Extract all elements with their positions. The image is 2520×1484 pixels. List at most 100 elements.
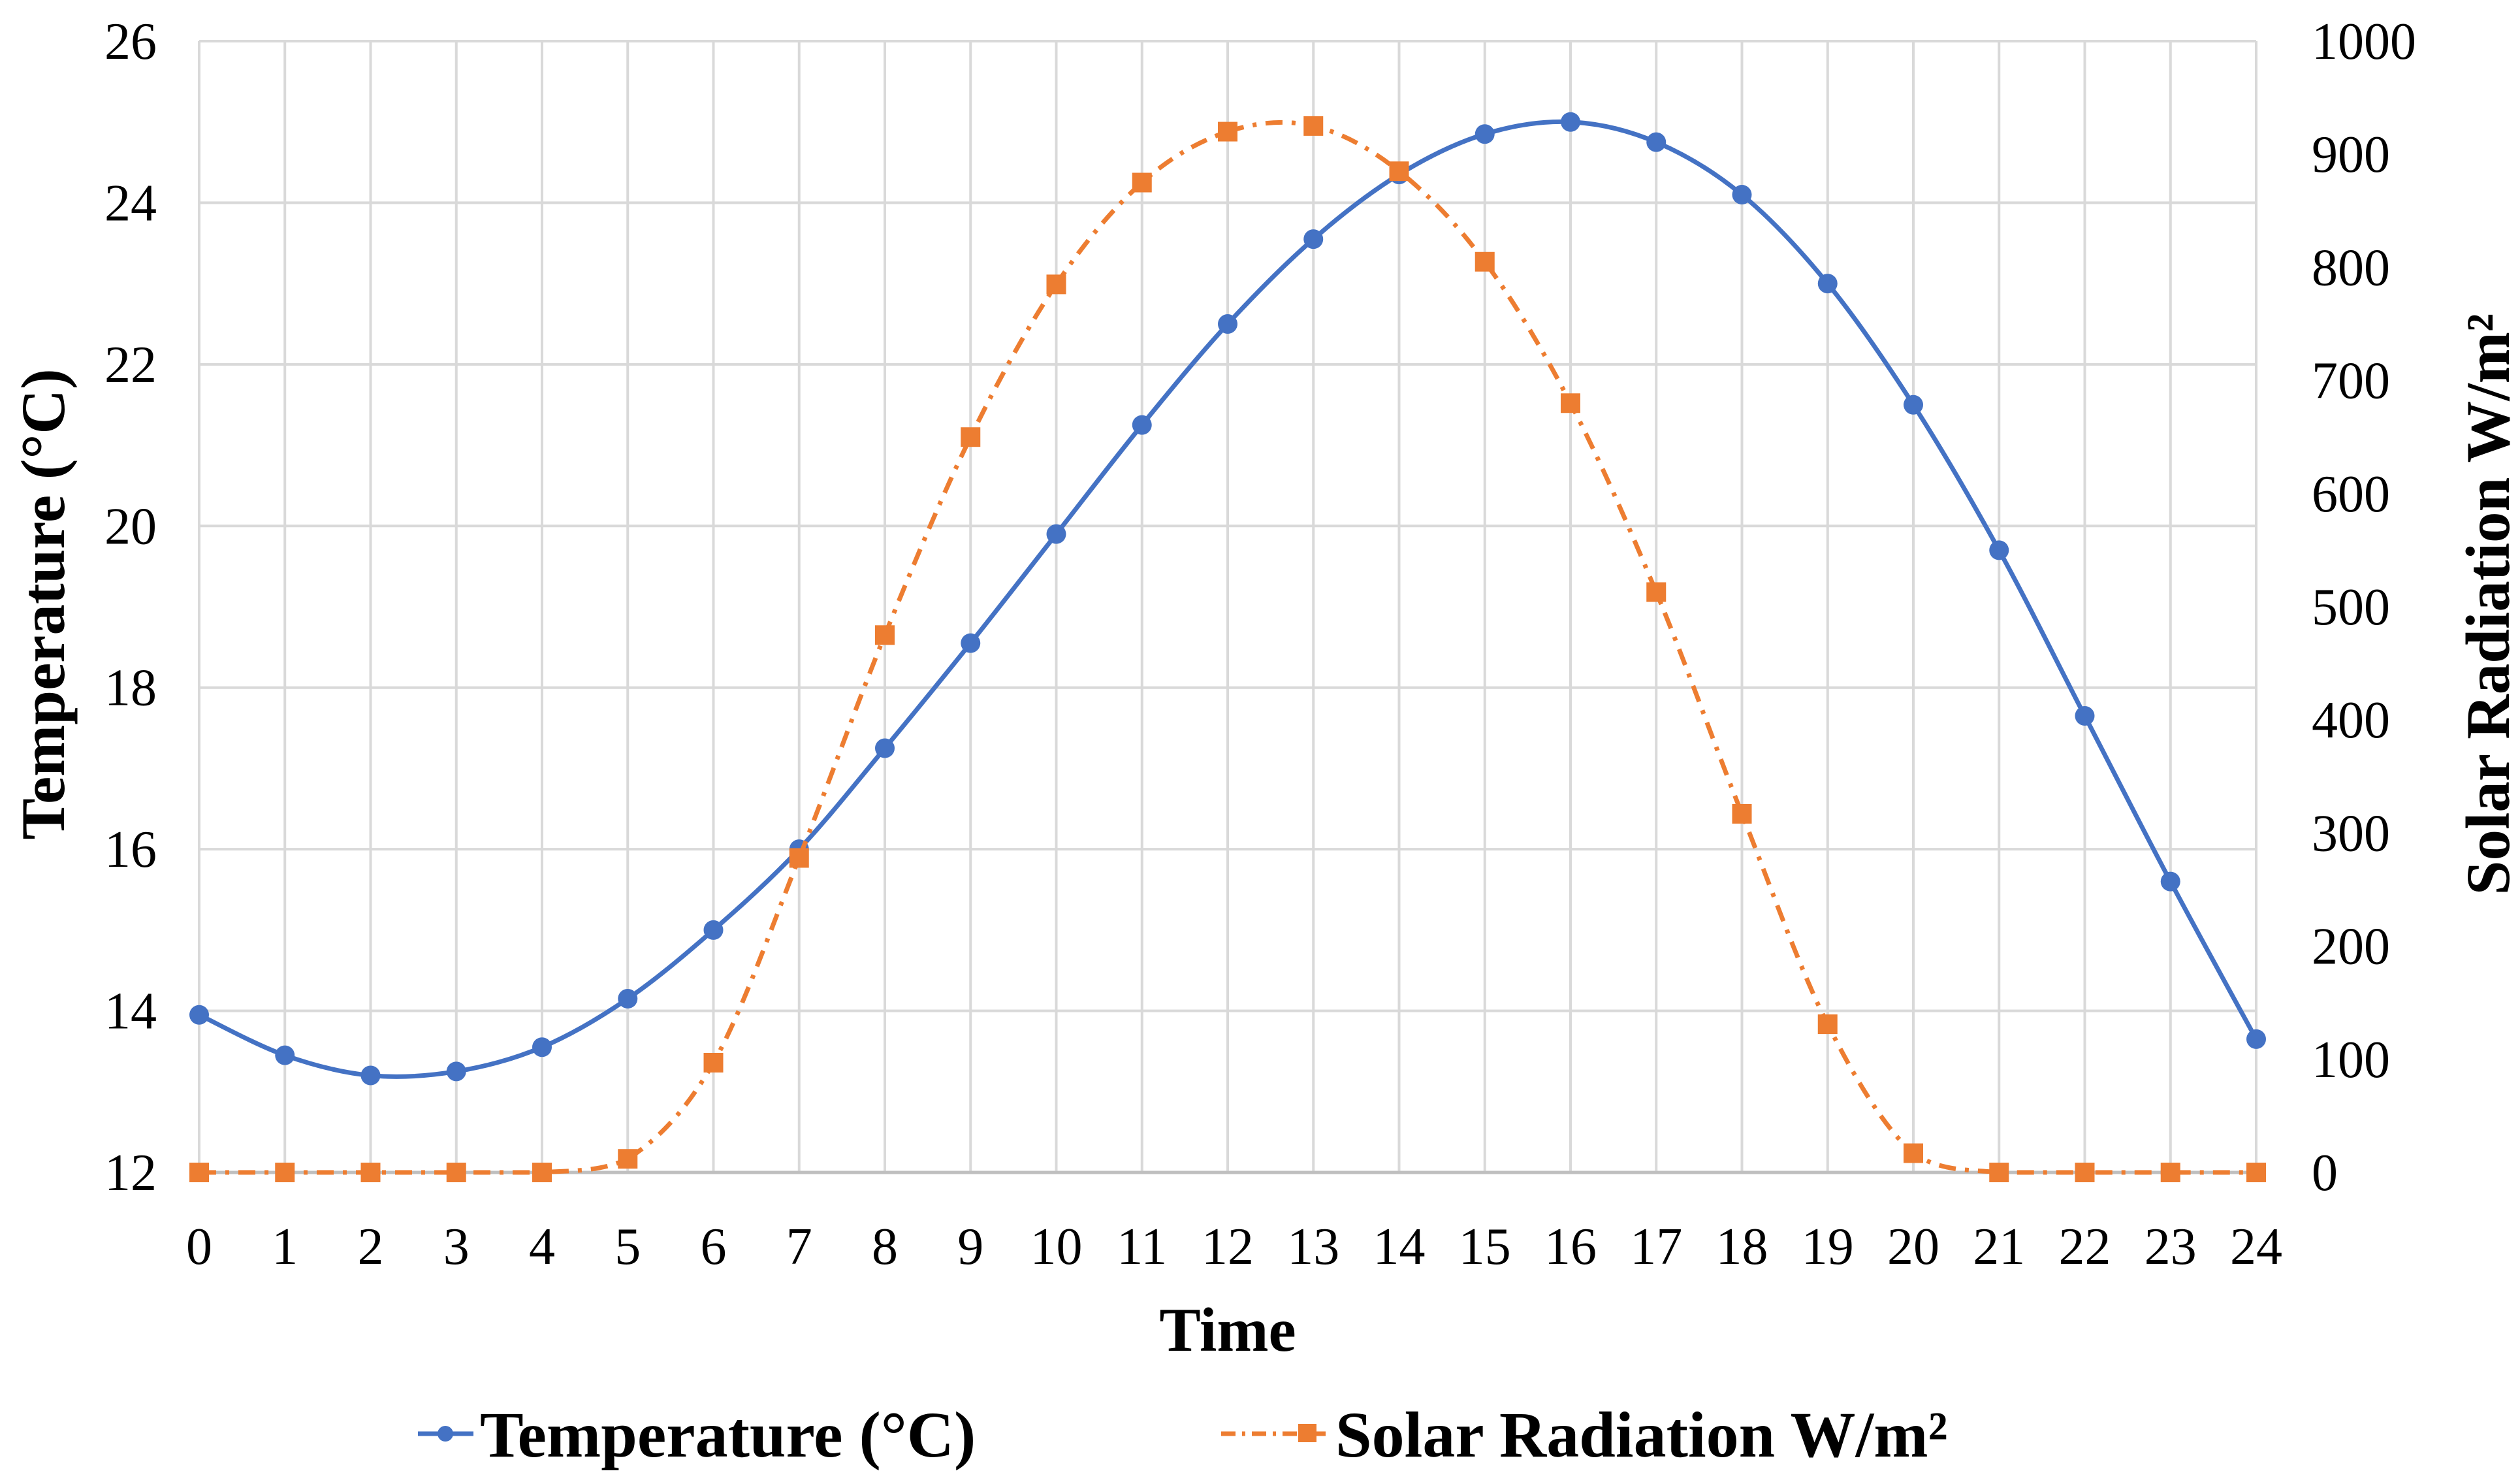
solar-radiation-point bbox=[446, 1163, 466, 1182]
temperature-point bbox=[703, 920, 724, 940]
y-left-tick-label: 24 bbox=[104, 174, 157, 232]
temperature-point bbox=[1218, 314, 1237, 334]
solar-radiation-point bbox=[1046, 274, 1066, 295]
x-tick-label: 16 bbox=[1544, 1218, 1597, 1276]
temperature-point bbox=[1646, 132, 1667, 152]
x-tick-label: 11 bbox=[1117, 1218, 1167, 1276]
legend-solar-label: Solar Radiation W/m² bbox=[1335, 1398, 1948, 1471]
y-right-tick-label: 900 bbox=[2312, 126, 2390, 184]
y-left-tick-label: 12 bbox=[104, 1144, 157, 1202]
x-tick-label: 15 bbox=[1459, 1218, 1511, 1276]
x-tick-label: 22 bbox=[2059, 1218, 2111, 1276]
legend-temperature-marker-icon bbox=[438, 1426, 453, 1442]
solar-radiation-point bbox=[1817, 1014, 1838, 1035]
y-left-tick-label: 26 bbox=[104, 13, 157, 71]
solar-radiation-point bbox=[2246, 1163, 2266, 1182]
solar-radiation-point bbox=[618, 1149, 638, 1169]
temperature-point bbox=[2160, 871, 2180, 892]
x-tick-label: 19 bbox=[1802, 1218, 1854, 1276]
solar-radiation-point bbox=[703, 1052, 724, 1073]
solar-radiation-point bbox=[1303, 116, 1324, 136]
solar-radiation-point bbox=[1132, 172, 1152, 193]
temperature-point bbox=[1904, 395, 1923, 415]
solar-radiation-point bbox=[1561, 393, 1580, 413]
solar-radiation-point bbox=[875, 625, 895, 645]
x-tick-label: 7 bbox=[786, 1218, 812, 1276]
grid-layer bbox=[198, 40, 2257, 1174]
x-tick-label: 1 bbox=[272, 1218, 298, 1276]
temperature-point bbox=[1989, 540, 2009, 560]
x-axis-title: Time bbox=[1159, 1295, 1296, 1364]
x-tick-label: 13 bbox=[1287, 1218, 1339, 1276]
solar-radiation-point bbox=[532, 1163, 552, 1182]
solar-radiation-point bbox=[1475, 251, 1495, 272]
y-right-tick-label: 0 bbox=[2312, 1144, 2338, 1202]
solar-radiation-point bbox=[1646, 582, 1667, 602]
x-tick-label: 18 bbox=[1716, 1218, 1768, 1276]
y-right-tick-label: 300 bbox=[2312, 805, 2390, 862]
temperature-point bbox=[360, 1065, 381, 1086]
temperature-point bbox=[1732, 185, 1752, 205]
x-tick-label: 6 bbox=[701, 1218, 727, 1276]
solar-radiation-point bbox=[189, 1163, 209, 1182]
x-tick-label: 14 bbox=[1373, 1218, 1426, 1276]
x-tick-label: 0 bbox=[186, 1218, 212, 1276]
solar-radiation-point bbox=[360, 1163, 381, 1182]
temperature-point bbox=[2075, 706, 2095, 726]
x-tick-label: 4 bbox=[529, 1218, 555, 1276]
y-left-tick-label: 16 bbox=[104, 821, 157, 879]
labels-layer: Time Temperature (°C) Solar Radiation W/… bbox=[8, 13, 2520, 1364]
x-tick-label: 20 bbox=[1887, 1218, 1939, 1276]
legend-temperature-label: Temperature (°C) bbox=[480, 1398, 976, 1471]
y-axis-left-title: Temperature (°C) bbox=[8, 368, 78, 839]
solar-radiation-point bbox=[1732, 803, 1752, 824]
temperature-point bbox=[2246, 1029, 2266, 1049]
y-right-tick-label: 700 bbox=[2312, 353, 2390, 410]
temperature-point bbox=[875, 738, 895, 758]
series-layer bbox=[189, 112, 2266, 1182]
temperature-point bbox=[1561, 112, 1580, 132]
temperature-point bbox=[1132, 415, 1152, 435]
solar-radiation-point bbox=[789, 848, 809, 868]
solar-radiation-point bbox=[275, 1163, 295, 1182]
solar-radiation-point bbox=[1389, 161, 1409, 182]
solar-radiation-point bbox=[1218, 121, 1237, 142]
y-left-tick-label: 22 bbox=[104, 336, 157, 394]
y-right-tick-label: 100 bbox=[2312, 1031, 2390, 1089]
x-tick-label: 3 bbox=[443, 1218, 470, 1276]
temperature-point bbox=[532, 1037, 552, 1057]
y-left-tick-label: 18 bbox=[104, 660, 157, 717]
y-axis-right-title: Solar Radiation W/m² bbox=[2453, 314, 2520, 895]
y-right-tick-label: 400 bbox=[2312, 692, 2390, 749]
y-left-tick-label: 14 bbox=[104, 983, 157, 1040]
temperature-point bbox=[1475, 124, 1495, 144]
x-tick-label: 2 bbox=[358, 1218, 384, 1276]
x-tick-label: 10 bbox=[1030, 1218, 1083, 1276]
temperature-point bbox=[1303, 229, 1324, 250]
y-right-tick-label: 500 bbox=[2312, 579, 2390, 636]
y-right-tick-label: 800 bbox=[2312, 239, 2390, 297]
y-left-tick-label: 20 bbox=[104, 498, 157, 555]
legend: Temperature (°C) Solar Radiation W/m² bbox=[418, 1398, 1948, 1471]
solar-radiation-point bbox=[1904, 1143, 1923, 1163]
temperature-point bbox=[275, 1045, 295, 1065]
solar-radiation-point bbox=[2075, 1163, 2095, 1182]
temperature-point bbox=[446, 1061, 466, 1082]
x-tick-label: 12 bbox=[1202, 1218, 1254, 1276]
legend-solar-marker-icon bbox=[1298, 1424, 1316, 1442]
temperature-point bbox=[961, 633, 981, 653]
temperature-series-line bbox=[198, 119, 2259, 1079]
x-tick-label: 8 bbox=[872, 1218, 898, 1276]
temperature-point bbox=[618, 989, 638, 1009]
solar-radiation-point bbox=[961, 427, 981, 447]
y-right-tick-label: 1000 bbox=[2312, 13, 2416, 71]
x-tick-label: 5 bbox=[614, 1218, 641, 1276]
temperature-point bbox=[1046, 524, 1066, 544]
y-right-tick-label: 200 bbox=[2312, 918, 2390, 976]
y-right-tick-label: 600 bbox=[2312, 466, 2390, 523]
x-tick-label: 17 bbox=[1630, 1218, 1682, 1276]
x-tick-label: 9 bbox=[957, 1218, 983, 1276]
temperature-point bbox=[1817, 274, 1838, 294]
